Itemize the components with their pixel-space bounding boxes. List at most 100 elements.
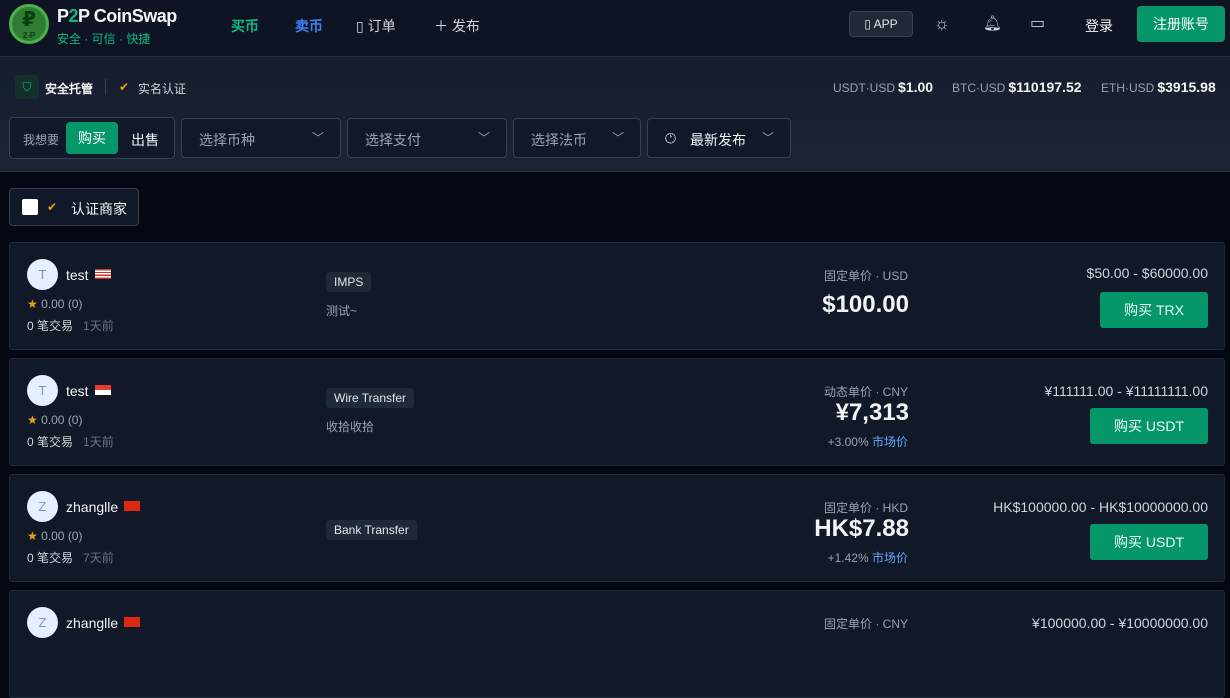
ad-card: T test ★ 0.00 (0) 0 笔交易 1天前 IMPS 测试~ 固定单价 · U…	[9, 242, 1225, 350]
nav-orders[interactable]: ▯ 订单	[356, 16, 396, 36]
register-button[interactable]: 注册账号	[1137, 6, 1225, 42]
merchant-name-text: zhanglle	[66, 615, 119, 631]
slogan: 安全 · 可信 · 快捷	[57, 32, 151, 46]
merchant-name-text: test	[66, 383, 89, 399]
nav-sell[interactable]: 卖币	[295, 18, 323, 34]
premium: +3.00% 市场价	[828, 433, 908, 450]
theme-sun-icon[interactable]: ☼	[934, 14, 950, 33]
hk-flag-icon	[124, 501, 141, 511]
buy-button[interactable]: 购买 TRX	[1100, 292, 1208, 328]
ticker-value: $110197.52	[1008, 79, 1082, 95]
star-icon: ★	[27, 529, 38, 543]
price-type-label: 固定单价	[823, 269, 872, 283]
logo[interactable]: ₽2-P	[9, 4, 49, 44]
star-icon: ★	[27, 413, 38, 427]
price-type-label: 固定单价	[823, 617, 872, 631]
fiat-select-label: 选择法币	[531, 132, 587, 148]
price-currency: · CNY	[875, 385, 908, 399]
market-price-link[interactable]: 市场价	[871, 435, 908, 449]
rating-count: (0)	[67, 413, 83, 427]
sort-select[interactable]: 🕐︎ 最新发布 ﹀	[647, 118, 791, 158]
merchant-name[interactable]: zhanglle	[66, 499, 141, 515]
rating: ★ 0.00 (0)	[27, 529, 82, 543]
fiat-select[interactable]: 选择法币 ﹀	[513, 118, 641, 158]
payment-select[interactable]: 选择支付 ﹀	[347, 118, 507, 158]
ticker-btc: BTC·USD $110197.52	[952, 79, 1082, 95]
buy-button[interactable]: 购买 USDT	[1090, 524, 1208, 560]
payment-select-label: 选择支付	[365, 132, 421, 148]
shield-icon: ⛉	[15, 75, 39, 99]
clock-icon: 🕐︎	[665, 130, 677, 146]
rating-count: (0)	[67, 529, 83, 543]
coin-select-label: 选择币种	[199, 132, 255, 148]
price-type-label: 固定单价	[823, 501, 872, 515]
kyc-badge: 实名认证	[138, 82, 187, 96]
bell-icon[interactable]: 🔔︎	[983, 15, 1003, 32]
sort-select-label: 最新发布	[690, 132, 746, 148]
merchant-name[interactable]: zhanglle	[66, 615, 141, 631]
rating-value: 0.00	[41, 413, 65, 427]
trade-limit: $50.00 - $60000.00	[1086, 265, 1208, 281]
nav-buy[interactable]: 买币	[231, 18, 259, 34]
check-badge-icon: ✔	[47, 200, 58, 214]
chevron-down-icon: ﹀	[311, 131, 324, 145]
buy-toggle[interactable]: 购买	[66, 122, 118, 154]
clipboard-icon: ▯	[356, 18, 364, 34]
price-currency: · CNY	[875, 617, 908, 631]
posted-time: 7天前	[83, 551, 114, 565]
us-flag-icon	[94, 269, 111, 279]
ad-note: 收拾收拾	[326, 420, 375, 434]
price-type: 动态单价 · CNY	[824, 383, 908, 400]
sg-flag-icon	[94, 385, 111, 395]
top-header: ₽2-P P2P CoinSwap 安全 · 可信 · 快捷 买币 卖币 ▯ 订…	[0, 0, 1230, 57]
app-button[interactable]: ▯ APP	[849, 11, 913, 37]
rating-value: 0.00	[41, 529, 65, 543]
chevron-down-icon: ﹀	[761, 131, 774, 145]
trade-count: 0 笔交易	[27, 435, 74, 449]
price-currency: · HKD	[875, 501, 908, 515]
ticker-eth: ETH·USD $3915.98	[1101, 79, 1216, 95]
avatar: T	[27, 375, 58, 406]
price-type-label: 动态单价	[823, 385, 872, 399]
payment-method-tag: Bank Transfer	[326, 520, 417, 540]
checkbox[interactable]	[22, 199, 38, 215]
buy-button[interactable]: 购买 USDT	[1090, 408, 1208, 444]
coin-select[interactable]: 选择币种 ﹀	[181, 118, 341, 158]
premium: +1.42% 市场价	[828, 549, 908, 566]
merchant-name[interactable]: test	[66, 383, 111, 399]
ticker-pair: BTC·USD	[952, 81, 1006, 95]
ticker-usdt: USDT·USD $1.00	[833, 79, 933, 95]
merchant-name[interactable]: test	[66, 267, 111, 283]
cn-flag-icon	[124, 617, 141, 627]
ticker-pair: USDT·USD	[833, 81, 895, 95]
unit-price: HK$7.88	[814, 515, 909, 542]
trade-limit: ¥111111.00 - ¥11111111.00	[1044, 383, 1208, 399]
trade-count: 0 笔交易	[27, 551, 74, 565]
sell-toggle[interactable]: 出售	[131, 132, 159, 148]
login-button[interactable]: 登录	[1085, 18, 1113, 34]
star-icon: ★	[27, 297, 38, 311]
nav-publish-label: 发布	[451, 18, 480, 34]
trade-stats: 0 笔交易 1天前	[27, 317, 114, 334]
ticker-pair: ETH·USD	[1101, 81, 1155, 95]
brand-2: 2	[68, 6, 79, 26]
card-icon[interactable]: ▭	[1030, 15, 1046, 32]
price-type: 固定单价 · HKD	[824, 499, 908, 516]
nav-publish[interactable]: ＋ 发布	[434, 16, 480, 36]
unit-price: $100.00	[822, 291, 909, 318]
divider	[105, 79, 106, 95]
trade-stats: 0 笔交易 7天前	[27, 549, 114, 566]
market-price-link[interactable]: 市场价	[871, 551, 908, 565]
trade-limit: ¥100000.00 - ¥10000000.00	[1032, 615, 1208, 631]
check-badge-icon: ✔	[119, 80, 130, 94]
app-label: APP	[873, 17, 898, 31]
rating-count: (0)	[67, 297, 83, 311]
ad-card: Z zhanglle ★ 0.00 (0) 0 笔交易 7天前 Bank Transf…	[9, 474, 1225, 582]
premium-value: +1.42%	[827, 551, 869, 565]
nav-orders-label: 订单	[367, 18, 396, 34]
merchant-name-text: zhanglle	[66, 499, 119, 515]
premium-value: +3.00%	[827, 435, 869, 449]
verified-merchant-filter[interactable]: ✔ 认证商家	[9, 188, 139, 226]
posted-time: 1天前	[83, 319, 114, 333]
ad-note: 测试~	[326, 304, 358, 318]
